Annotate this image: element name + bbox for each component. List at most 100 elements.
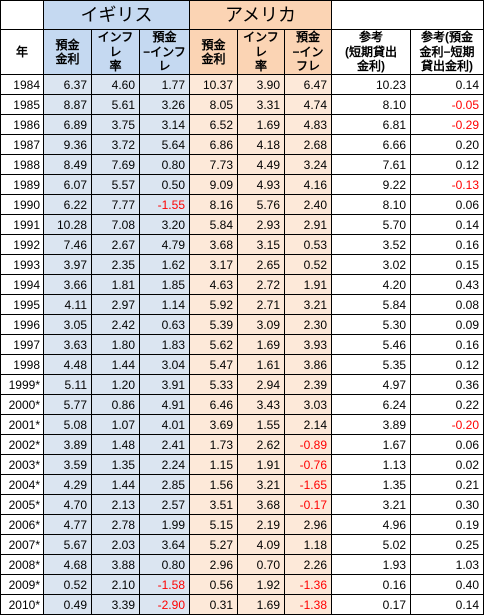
uk-real-rate-cell: 2.57: [139, 494, 190, 515]
ref-spread-cell: 0.16: [410, 234, 484, 255]
uk-real-rate-cell: 3.91: [139, 374, 190, 395]
us-deposit-rate-cell: 3.68: [189, 234, 238, 255]
ref-spread-cell: -0.13: [410, 174, 484, 195]
ref-spread-label: 参考(預金 金利−短期 貸出金利): [419, 30, 475, 74]
us-inflation-cell: 4.93: [237, 174, 285, 195]
ref-spread-cell: 0.14: [410, 74, 484, 95]
uk-deposit-rate-cell: 3.63: [43, 334, 92, 355]
uk-inflation-cell: 1.80: [91, 334, 140, 355]
uk-real-rate-cell: 1.99: [139, 514, 190, 535]
ref-short-term-lending-cell: 5.02: [331, 534, 411, 555]
uk-inflation-cell: 2.78: [91, 514, 140, 535]
uk-real-rate-header: 預金 −インフレ: [139, 29, 190, 75]
table-row: 2006* 4.77 2.78 1.99 5.15 2.19 2.96 4.96 0.19: [0, 514, 484, 535]
ref-short-term-lending-cell: 6.66: [331, 134, 411, 155]
us-inflation-cell: 4.09: [237, 534, 285, 555]
us-deposit-rate-cell: 5.92: [189, 294, 238, 315]
year-cell: 1986: [0, 114, 44, 135]
ref-spread-cell: 0.08: [410, 294, 484, 315]
uk-real-rate-cell: -1.58: [139, 574, 190, 595]
year-cell: 2004*: [0, 474, 44, 495]
uk-deposit-rate-cell: 6.89: [43, 114, 92, 135]
year-cell: 2003*: [0, 454, 44, 475]
us-deposit-rate-cell: 1.15: [189, 454, 238, 475]
us-deposit-rate-cell: 5.15: [189, 514, 238, 535]
us-real-rate-cell: -1.36: [284, 574, 332, 595]
ref-spread-cell: 0.14: [410, 594, 484, 615]
uk-deposit-rate-cell: 4.29: [43, 474, 92, 495]
ref-short-term-lending-header: 参考 (短期貸出 金利): [331, 29, 411, 75]
uk-real-rate-cell: 4.01: [139, 414, 190, 435]
table-row: 1996 3.05 2.42 0.63 5.39 3.09 2.30 5.30 0.09: [0, 314, 484, 335]
ref-short-term-lending-cell: 1.13: [331, 454, 411, 475]
uk-inflation-cell: 1.07: [91, 414, 140, 435]
uk-deposit-rate-cell: 4.68: [43, 554, 92, 575]
uk-deposit-rate-cell: 3.89: [43, 434, 92, 455]
us-inflation-cell: 5.76: [237, 194, 285, 215]
uk-real-rate-cell: 1.62: [139, 254, 190, 275]
uk-deposit-rate-cell: 5.11: [43, 374, 92, 395]
table-row: 1988 8.49 7.69 0.80 7.73 4.49 3.24 7.61 0.12: [0, 154, 484, 175]
table-row: 1999* 5.11 1.20 3.91 5.33 2.94 2.39 4.97 0.36: [0, 374, 484, 395]
us-inflation-cell: 1.69: [237, 594, 285, 615]
us-inflation-cell: 2.19: [237, 514, 285, 535]
us-deposit-rate-cell: 6.52: [189, 114, 238, 135]
uk-inflation-label: インフレ 率: [97, 30, 134, 74]
uk-deposit-rate-cell: 8.87: [43, 94, 92, 115]
ref-short-term-lending-cell: 5.84: [331, 294, 411, 315]
ref-short-term-lending-cell: 3.21: [331, 494, 411, 515]
year-cell: 1989: [0, 174, 44, 195]
year-cell: 2001*: [0, 414, 44, 435]
corner-blank-cell: [0, 0, 44, 30]
uk-inflation-cell: 2.42: [91, 314, 140, 335]
uk-deposit-rate-label: 預金 金利: [55, 37, 80, 66]
us-deposit-rate-cell: 8.16: [189, 194, 238, 215]
uk-inflation-cell: 3.39: [91, 594, 140, 615]
ref-short-term-lending-cell: 4.96: [331, 514, 411, 535]
uk-real-rate-cell: -2.90: [139, 594, 190, 615]
year-cell: 1990: [0, 194, 44, 215]
uk-inflation-cell: 1.48: [91, 434, 140, 455]
us-deposit-rate-cell: 5.39: [189, 314, 238, 335]
year-cell: 2010*: [0, 594, 44, 615]
uk-real-rate-cell: -1.55: [139, 194, 190, 215]
table-row: 1987 9.36 3.72 5.64 6.86 4.18 2.68 6.66 0.20: [0, 134, 484, 155]
us-inflation-cell: 2.71: [237, 294, 285, 315]
ref-short-term-lending-cell: 5.35: [331, 354, 411, 375]
us-deposit-rate-cell: 4.63: [189, 274, 238, 295]
table-row: 1995 4.11 2.97 1.14 5.92 2.71 3.21 5.84 0.08: [0, 294, 484, 315]
year-cell: 2009*: [0, 574, 44, 595]
us-deposit-rate-cell: 0.31: [189, 594, 238, 615]
us-inflation-cell: 3.09: [237, 314, 285, 335]
table-row: 2004* 4.29 1.44 2.85 1.56 3.21 -1.65 1.35 0.21: [0, 474, 484, 495]
ref-spread-cell: 0.06: [410, 434, 484, 455]
uk-group-header: イギリス: [43, 0, 190, 30]
uk-real-rate-cell: 0.80: [139, 554, 190, 575]
year-cell: 1984: [0, 74, 44, 95]
table-row: 1991 10.28 7.08 3.20 5.84 2.93 2.91 5.70 0.14: [0, 214, 484, 235]
uk-inflation-cell: 7.08: [91, 214, 140, 235]
us-deposit-rate-cell: 3.17: [189, 254, 238, 275]
us-real-rate-header: 預金 −インフレ: [284, 29, 332, 75]
us-real-rate-cell: 6.47: [284, 74, 332, 95]
us-inflation-cell: 4.18: [237, 134, 285, 155]
us-inflation-label: インフレ 率: [243, 30, 279, 74]
year-cell: 1994: [0, 274, 44, 295]
uk-inflation-cell: 2.10: [91, 574, 140, 595]
uk-real-rate-cell: 3.04: [139, 354, 190, 375]
table-row: 1998 4.48 1.44 3.04 5.47 1.61 3.86 5.35 0.12: [0, 354, 484, 375]
us-deposit-rate-cell: 5.84: [189, 214, 238, 235]
us-deposit-rate-cell: 7.73: [189, 154, 238, 175]
ref-spread-cell: 0.40: [410, 574, 484, 595]
us-deposit-rate-cell: 5.27: [189, 534, 238, 555]
year-cell: 1991: [0, 214, 44, 235]
table-row: 2002* 3.89 1.48 2.41 1.73 2.62 -0.89 1.67 0.06: [0, 434, 484, 455]
uk-deposit-rate-cell: 10.28: [43, 214, 92, 235]
us-inflation-cell: 1.91: [237, 454, 285, 475]
us-inflation-cell: 1.69: [237, 334, 285, 355]
table-row: 1985 8.87 5.61 3.26 8.05 3.31 4.74 8.10 -0.05: [0, 94, 484, 115]
ref-short-term-lending-cell: 10.23: [331, 74, 411, 95]
table-row: 2007* 5.67 2.03 3.64 5.27 4.09 1.18 5.02 0.25: [0, 534, 484, 555]
ref-spread-cell: 0.09: [410, 314, 484, 335]
uk-deposit-rate-cell: 5.08: [43, 414, 92, 435]
